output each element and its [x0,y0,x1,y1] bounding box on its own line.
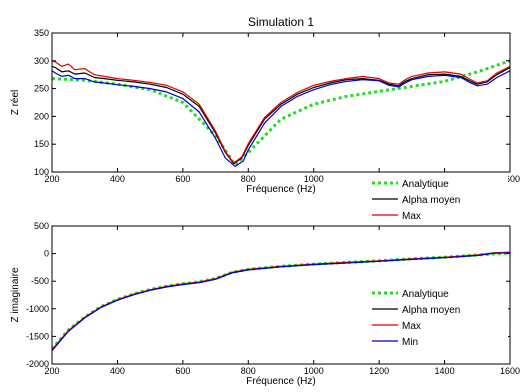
y-axis-label: Z imaginaire [10,267,21,322]
x-tick-label: 1000 [304,174,324,184]
x-tick-label: 1000 [304,366,324,376]
x-tick-label: 1600 [500,366,520,376]
y-tick-label: 250 [34,84,49,94]
legend-label: Alpha moyen [402,195,460,206]
y-tick-label: 500 [34,221,49,231]
axes-frame [51,32,511,173]
legend-label: Min [402,337,418,348]
y-tick-label: 350 [34,28,49,38]
y-tick-label: 150 [34,139,49,149]
chart-title: Simulation 1 [248,15,314,29]
legend-label: Analytique [402,289,449,300]
x-tick-label: 600 [175,174,190,184]
x-tick-label: 1200 [369,366,389,376]
x-tick-label: 400 [110,174,125,184]
x-axis-label: Fréquence (Hz) [246,376,315,387]
y-tick-label: 200 [34,111,49,121]
x-tick-label: 1600 [500,174,520,184]
series-line-alpha-moyen [52,65,510,165]
y-tick-label: 100 [34,167,49,177]
legend: Analytique Alpha moyen Max Min [368,283,508,351]
x-tick-label: 800 [241,366,256,376]
x-tick-label: 200 [44,366,59,376]
x-tick-label: 600 [175,366,190,376]
series-line-min [52,70,510,167]
series-group [52,251,510,352]
x-tick-label: 200 [44,174,59,184]
legend-label: Alpha moyen [402,305,460,316]
y-tick-label: -1000 [26,304,49,314]
x-axis-label: Fréquence (Hz) [246,184,315,195]
series-line-min [52,252,510,352]
y-tick-label: -2000 [26,359,49,369]
y-tick-label: -500 [31,276,49,286]
x-tick-label: 1400 [435,366,455,376]
legend-label: Max [402,211,421,222]
y-axis-label: Z réel [10,90,21,116]
chart-1: 2004006008001000120014001600100150200250… [10,15,520,241]
x-tick-label: 800 [241,174,256,184]
legend-label: Analytique [402,179,449,190]
legend-label: Max [402,321,421,332]
series-line-analytique [52,59,510,167]
y-tick-label: -1500 [26,331,49,341]
y-tick-label: 300 [34,56,49,66]
series-group [52,59,510,167]
chart-2: 200 400 600 800 1000 1200 1400 1600 -2000 -1500 -1… [10,221,520,387]
y-tick-label: 0 [44,249,49,259]
series-line-max [52,60,510,164]
axes-frame [51,225,511,365]
x-tick-label: 400 [110,366,125,376]
